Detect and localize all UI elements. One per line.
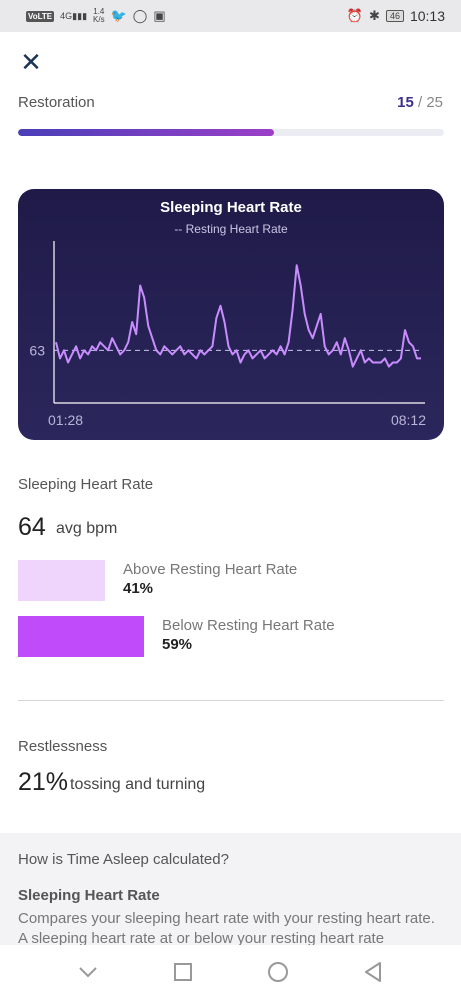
game-icon: ▣ — [153, 8, 166, 23]
below-resting-swatch — [18, 616, 144, 657]
progress-current: 15 — [397, 94, 414, 111]
above-resting-label: Above Resting Heart Rate — [123, 561, 298, 578]
above-resting-swatch — [18, 560, 105, 601]
x-tick-end-label: 08:12 — [391, 412, 426, 428]
below-resting-label: Below Resting Heart Rate — [162, 617, 335, 634]
progress-bar — [18, 129, 444, 136]
progress-count: 15 / 25 — [397, 94, 443, 111]
heart-rate-chart-svg: 63 01:28 08:12 — [29, 241, 426, 428]
y-tick-label: 63 — [29, 342, 45, 358]
collapse-icon[interactable] — [73, 957, 103, 987]
chart-title: Sleeping Heart Rate — [160, 199, 302, 216]
avg-bpm-value: 64 — [18, 513, 46, 541]
system-nav-bar — [0, 945, 461, 999]
section-divider — [18, 700, 444, 701]
network-speed: 1.4 K/s — [93, 8, 105, 24]
alarm-icon: ⏰ — [346, 8, 364, 23]
info-question[interactable]: How is Time Asleep calculated? — [18, 851, 229, 868]
network-type-label: 4G — [60, 10, 73, 21]
twitter-icon: 🐦 — [110, 8, 127, 23]
home-icon[interactable] — [263, 957, 293, 987]
speed-unit: K/s — [93, 15, 105, 24]
restlessness-unit: tossing and turning — [70, 776, 206, 793]
restlessness-title: Restlessness — [18, 738, 108, 755]
x-tick-start-label: 01:28 — [48, 412, 83, 428]
chart-legend: -- Resting Heart Rate — [174, 222, 288, 236]
speed-value: 1.4 — [93, 7, 105, 16]
progress-bar-fill — [18, 129, 274, 136]
battery-icon: 46 — [385, 10, 404, 22]
heart-rate-series-line — [55, 264, 421, 368]
signal-icon: 4G▮▮▮ — [60, 10, 88, 21]
progress-label: Restoration — [18, 94, 95, 111]
sync-icon: ◯ — [132, 8, 148, 23]
clock: 10:13 — [409, 8, 445, 24]
sleeping-hr-title: Sleeping Heart Rate — [18, 476, 154, 493]
sleeping-heart-rate-chart: 63 01:28 08:12 Sleeping Heart Rate -- Re… — [18, 189, 444, 440]
bluetooth-icon: ✱ — [369, 8, 380, 23]
info-heading: Sleeping Heart Rate — [18, 887, 160, 904]
avg-bpm-unit: avg bpm — [56, 520, 118, 537]
recents-icon[interactable] — [168, 957, 198, 987]
volte-badge: VoLTE — [26, 10, 55, 22]
progress-total: 25 — [426, 94, 443, 111]
close-icon[interactable]: ✕ — [20, 47, 42, 77]
below-resting-pct: 59% — [162, 636, 193, 653]
above-resting-pct: 41% — [123, 580, 154, 597]
status-bar: VoLTE 4G▮▮▮ 1.4 K/s 🐦 ◯ ▣ ⏰ ✱ 46 10:13 — [0, 0, 461, 32]
back-icon[interactable] — [358, 957, 388, 987]
restlessness-value: 21% — [18, 768, 69, 796]
info-panel: How is Time Asleep calculated? Sleeping … — [0, 833, 461, 947]
info-body: Compares your sleeping heart rate with y… — [18, 910, 435, 947]
